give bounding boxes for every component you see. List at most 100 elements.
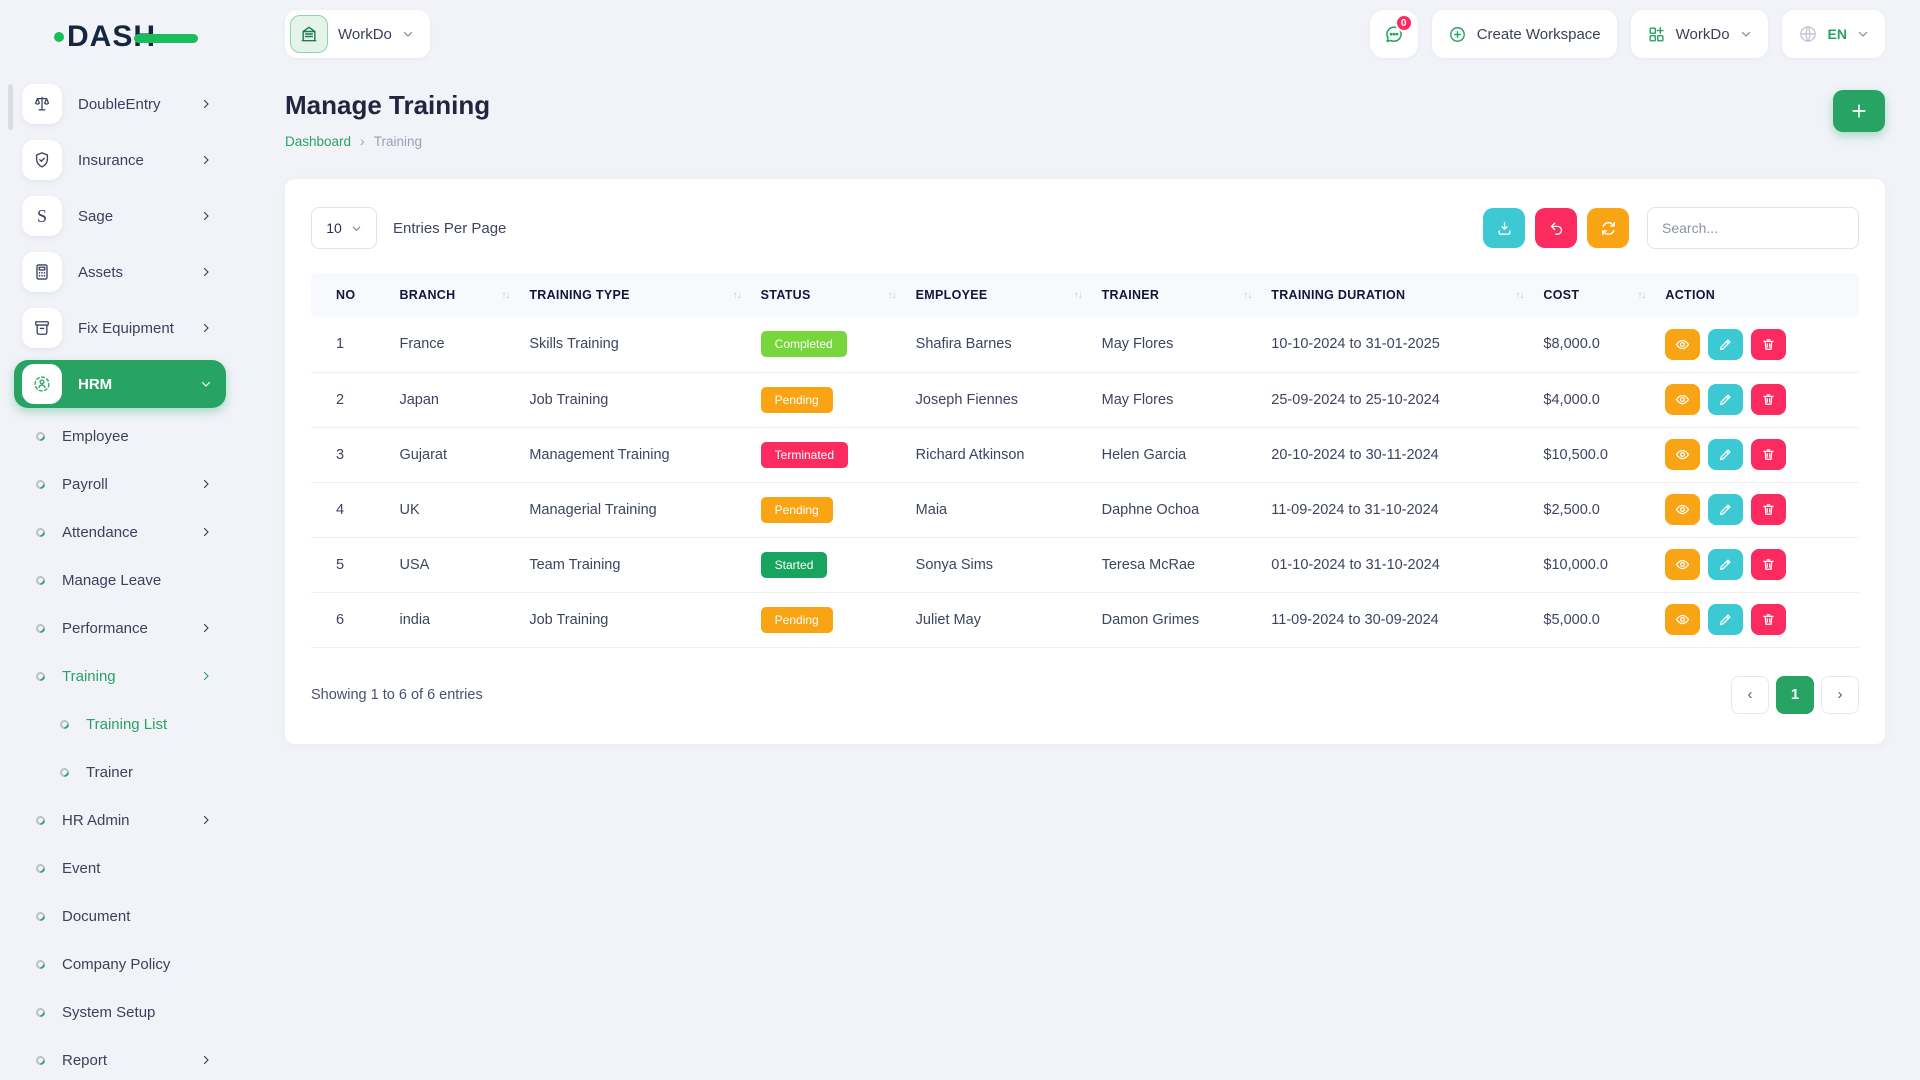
cell-employee: Joseph Fiennes	[905, 372, 1092, 428]
delete-button[interactable]	[1751, 439, 1787, 470]
edit-button[interactable]	[1708, 439, 1744, 470]
eye-icon	[1675, 337, 1690, 352]
view-button[interactable]	[1665, 604, 1701, 635]
column-header-cost[interactable]: COST ↑↓	[1533, 273, 1656, 317]
cell-action	[1655, 537, 1859, 593]
cell-employee: Richard Atkinson	[905, 427, 1092, 483]
sidebar-item-employee[interactable]: Employee	[14, 416, 226, 456]
edit-button[interactable]	[1708, 604, 1744, 635]
edit-button[interactable]	[1708, 494, 1744, 525]
view-button[interactable]	[1665, 439, 1701, 470]
sidebar-item-event[interactable]: Event	[14, 848, 226, 888]
chevron-right-icon	[200, 478, 212, 490]
sort-icon: ↑↓	[501, 289, 510, 301]
cell-cost: $5,000.0	[1533, 592, 1656, 648]
messages-button[interactable]: 0	[1369, 10, 1418, 58]
cell-no: 5	[311, 537, 390, 593]
workspace-label: WorkDo	[338, 25, 392, 43]
sidebar-item-fix-equipment[interactable]: Fix Equipment	[14, 304, 226, 352]
sidebar-item-label: Trainer	[86, 763, 133, 781]
sidebar-item-hr-admin[interactable]: HR Admin	[14, 800, 226, 840]
sidebar-item-system-setup[interactable]: System Setup	[14, 992, 226, 1032]
table-head: NO BRANCH ↑↓ TRAINING TYPE ↑↓ STATUS ↑↓ EMPLOYE…	[311, 273, 1859, 317]
cell-action	[1655, 427, 1859, 483]
pagination-next-button[interactable]: ›	[1821, 675, 1859, 714]
column-header-trainer[interactable]: TRAINER ↑↓	[1091, 273, 1262, 317]
edit-button[interactable]	[1708, 328, 1744, 360]
cell-no: 2	[311, 372, 390, 428]
view-button[interactable]	[1665, 549, 1701, 580]
sidebar-item-performance[interactable]: Performance	[14, 608, 226, 648]
sidebar-item-insurance[interactable]: Insurance	[14, 136, 226, 184]
sidebar-item-doubleentry[interactable]: DoubleEntry	[14, 80, 226, 128]
sidebar-item-training-list[interactable]: Training List	[14, 704, 226, 744]
chevron-right-icon	[200, 670, 212, 682]
sidebar-item-sage[interactable]: S Sage	[14, 192, 226, 240]
breadcrumb-dashboard-link[interactable]: Dashboard	[285, 133, 352, 149]
create-workspace-label: Create Workspace	[1476, 25, 1601, 43]
add-training-button[interactable]	[1833, 90, 1885, 132]
undo-button[interactable]	[1535, 208, 1577, 248]
pagination-prev-button[interactable]: ‹	[1731, 675, 1769, 714]
delete-button[interactable]	[1751, 494, 1787, 525]
workspace-selector[interactable]: WorkDo	[285, 10, 430, 58]
column-header-branch[interactable]: BRANCH ↑↓	[389, 273, 520, 317]
column-header-training-duration[interactable]: TRAINING DURATION ↑↓	[1261, 273, 1534, 317]
edit-button[interactable]	[1708, 384, 1744, 415]
cell-action	[1655, 317, 1859, 373]
column-header-status[interactable]: STATUS ↑↓	[750, 273, 906, 317]
bullet-icon	[58, 717, 71, 731]
delete-button[interactable]	[1751, 604, 1787, 635]
status-badge: Started	[760, 551, 828, 578]
column-header-employee[interactable]: EMPLOYEE ↑↓	[905, 273, 1092, 317]
cell-action	[1655, 482, 1859, 538]
row-actions	[1665, 494, 1849, 525]
sidebar-item-attendance[interactable]: Attendance	[14, 512, 226, 552]
create-workspace-button[interactable]: Create Workspace	[1431, 10, 1617, 58]
cell-employee: Shafira Barnes	[905, 317, 1092, 373]
circle-plus-icon	[1448, 25, 1467, 44]
cell-branch: Japan	[389, 372, 520, 428]
edit-button[interactable]	[1708, 549, 1744, 580]
apps-menu-button[interactable]: WorkDo	[1630, 10, 1768, 58]
chat-icon	[1383, 23, 1405, 45]
sidebar-item-manage-leave[interactable]: Manage Leave	[14, 560, 226, 600]
export-button[interactable]	[1483, 208, 1525, 248]
refresh-button[interactable]	[1587, 208, 1629, 248]
sidebar-scrollbar[interactable]	[8, 84, 13, 130]
view-button[interactable]	[1665, 494, 1701, 525]
column-header-training-type[interactable]: TRAINING TYPE ↑↓	[519, 273, 751, 317]
chevron-down-icon	[402, 28, 414, 40]
status-badge: Pending	[760, 496, 833, 523]
sidebar-item-document[interactable]: Document	[14, 896, 226, 936]
view-button[interactable]	[1665, 328, 1701, 360]
sidebar-item-report[interactable]: Report	[14, 1040, 226, 1080]
sidebar-item-label: Assets	[78, 263, 124, 281]
sidebar-item-label: HRM	[78, 375, 113, 393]
sidebar-item-trainer[interactable]: Trainer	[14, 752, 226, 792]
delete-button[interactable]	[1751, 328, 1787, 360]
sidebar-item-payroll[interactable]: Payroll	[14, 464, 226, 504]
chevron-right-icon	[200, 210, 212, 222]
table-body: 1 France Skills Training Completed Shafira B…	[311, 317, 1859, 648]
sidebar-item-label: Insurance	[78, 151, 144, 169]
view-button[interactable]	[1665, 384, 1701, 415]
sidebar-item-training[interactable]: Training	[14, 656, 226, 696]
chevron-right-icon	[200, 526, 212, 538]
sidebar-item-company-policy[interactable]: Company Policy	[14, 944, 226, 984]
sidebar-item-assets[interactable]: Assets	[14, 248, 226, 296]
delete-button[interactable]	[1751, 384, 1787, 415]
column-label: ACTION	[1665, 288, 1716, 302]
sidebar-item-hrm[interactable]: HRM	[14, 360, 226, 408]
pagination-page-1[interactable]: 1	[1776, 675, 1814, 714]
language-selector[interactable]: EN	[1781, 10, 1885, 58]
table-row: 3 Gujarat Management Training Terminated Ric…	[311, 427, 1859, 483]
scales-icon	[22, 84, 62, 124]
delete-button[interactable]	[1751, 549, 1787, 580]
bullet-icon	[34, 1053, 47, 1067]
sort-icon: ↑↓	[887, 289, 897, 301]
search-input[interactable]	[1647, 207, 1859, 249]
entries-per-page-select[interactable]: 10	[311, 207, 377, 249]
bullet-icon	[34, 477, 47, 491]
